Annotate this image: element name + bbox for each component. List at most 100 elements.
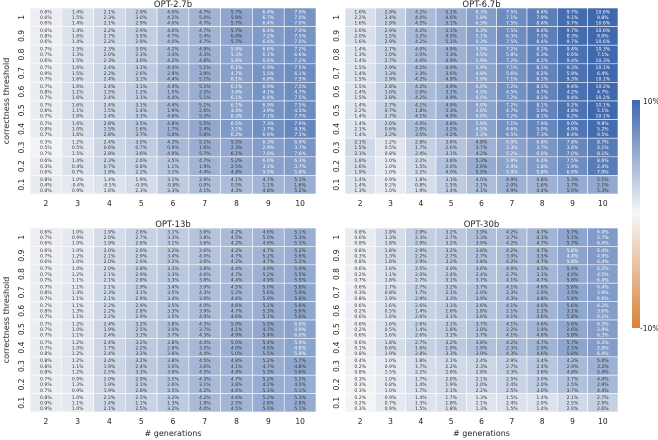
cell-value-label: 0.5% (385, 309, 397, 315)
cell-value-label: 4.1% (415, 114, 427, 120)
cell-value-label: 4.4% (199, 340, 211, 346)
cell-value-label: 4.2% (415, 39, 427, 45)
cell-value-label: 2.4% (506, 401, 518, 407)
cell-value-label: 2.9% (385, 39, 397, 45)
cell-value-label: 2.7% (385, 47, 397, 53)
cell-value-label: 8.4% (536, 21, 548, 27)
cell-value-label: 3.5% (167, 303, 179, 309)
cell-value-label: 4.7% (597, 89, 609, 95)
cell-value-label: 1.6% (385, 321, 397, 327)
cell-value-label: 4.9% (506, 188, 518, 194)
cell-value-label: 5.5% (262, 351, 274, 357)
cell-value-label: 5.3% (476, 132, 488, 138)
cell-value-label: 4.4% (567, 253, 579, 259)
y-tick-label: 0.8 (17, 48, 26, 60)
subplot-title: OPT-13b (155, 220, 191, 230)
cell-value-label: 3.3% (262, 164, 274, 170)
cell-value-label: 1.8% (415, 108, 427, 114)
cell-value-label: 3.1% (445, 303, 457, 309)
cell-value-label: 5.6% (506, 71, 518, 77)
cell-value-label: 4.7% (262, 327, 274, 333)
cell-value-label: 1.5% (445, 182, 457, 188)
cell-value-label: 4.1% (262, 89, 274, 95)
cell-value-label: 2.1% (104, 296, 116, 302)
cell-value-label: 4.3% (199, 377, 211, 383)
cell-value-label: 3.9% (199, 309, 211, 315)
cell-value-label: 5.0% (262, 285, 274, 291)
cell-value-label: 3.6% (199, 241, 211, 247)
cell-value-label: 0.6% (40, 58, 52, 64)
cell-value-label: 7.0% (294, 21, 306, 27)
cell-value-label: 1.1% (72, 108, 84, 114)
cell-value-label: 6.4% (597, 259, 609, 265)
cell-value-label: 5.2% (262, 358, 274, 364)
cell-value-label: 4.0% (415, 121, 427, 127)
cell-value-label: 4.0% (167, 28, 179, 34)
cell-value-label: 2.6% (135, 71, 147, 77)
cell-value-label: 1.2% (72, 369, 84, 375)
y-tick-label: 0.1 (17, 397, 26, 409)
cell-value-label: 0.9% (40, 406, 52, 412)
cell-value-label: 7.5% (506, 9, 518, 15)
cell-value-label: 1.1% (72, 303, 84, 309)
cell-value-label: 5.2% (294, 259, 306, 265)
cell-value-label: 0.8% (415, 182, 427, 188)
cell-value-label: 8.1% (536, 84, 548, 90)
y-tick-label: 0.5 (332, 323, 341, 335)
cell-value-label: 1.8% (536, 164, 548, 170)
cell-value-label: 5.0% (231, 351, 243, 357)
cell-value-label: 5.9% (506, 158, 518, 164)
cell-value-label: 2.1% (445, 358, 457, 364)
cell-value-label: 3.1% (167, 177, 179, 183)
cell-value-label: 4.1% (231, 364, 243, 370)
cell-value-label: 6.3% (294, 158, 306, 164)
cell-value-label: 5.1% (262, 388, 274, 394)
cell-value-label: 4.8% (567, 108, 579, 114)
cell-value-label: 2.9% (415, 259, 427, 265)
cell-value-label: 1.6% (385, 303, 397, 309)
x-tick-label: 8 (234, 199, 239, 208)
cell-value-label: 5.8% (506, 52, 518, 58)
cell-value-label: 7.1% (506, 76, 518, 82)
cell-value-label: 1.4% (354, 58, 366, 64)
cell-value-label: 2.1% (476, 401, 488, 407)
cell-value-label: 5.3% (294, 235, 306, 241)
cell-value-label: 7.2% (506, 102, 518, 108)
x-tick-label: 10 (295, 199, 305, 208)
cell-value-label: 4.7% (199, 9, 211, 15)
cell-value-label: 2.2% (415, 158, 427, 164)
y-tick-label: 0.3 (17, 141, 26, 153)
cell-value-label: 2.6% (167, 382, 179, 388)
cell-value-label: 2.6% (135, 158, 147, 164)
cell-value-label: 3.3% (167, 188, 179, 194)
cell-value-label: 1.6% (385, 266, 397, 272)
cell-value-label: 1.4% (354, 114, 366, 120)
cell-value-label: 5.0% (536, 108, 548, 114)
cell-value-label: 5.0% (536, 127, 548, 133)
cell-value-label: 3.8% (231, 382, 243, 388)
cell-value-label: 4.0% (199, 406, 211, 412)
cell-value-label: 3.2% (445, 248, 457, 254)
cell-value-label: 4.5% (476, 127, 488, 133)
cell-value-label: 6.3% (536, 52, 548, 58)
cell-value-label: 9.2% (567, 114, 579, 120)
cell-value-label: 1.2% (72, 272, 84, 278)
cell-value-label: 7.0% (294, 9, 306, 15)
y-tick-label: 1 (17, 15, 26, 20)
x-tick-label: 5 (449, 199, 454, 208)
cell-value-label: 1.4% (354, 182, 366, 188)
cell-value-label: 0.6% (40, 241, 52, 247)
cell-value-label: 1.5% (72, 71, 84, 77)
cell-value-label: 0.1% (354, 345, 366, 351)
cell-value-label: 5.7% (231, 21, 243, 27)
cell-value-label: 7.2% (506, 84, 518, 90)
cell-value-label: 0.7% (40, 285, 52, 291)
cell-value-label: 2.4% (104, 95, 116, 101)
cell-value-label: 1.5% (104, 89, 116, 95)
cell-value-label: 5.8% (567, 259, 579, 265)
cell-value-label: 3.5% (167, 314, 179, 320)
cell-value-label: 2.3% (415, 235, 427, 241)
cell-value-label: 2.0% (104, 248, 116, 254)
cell-value-label: 6.4% (597, 241, 609, 247)
cell-value-label: 3.2% (167, 248, 179, 254)
